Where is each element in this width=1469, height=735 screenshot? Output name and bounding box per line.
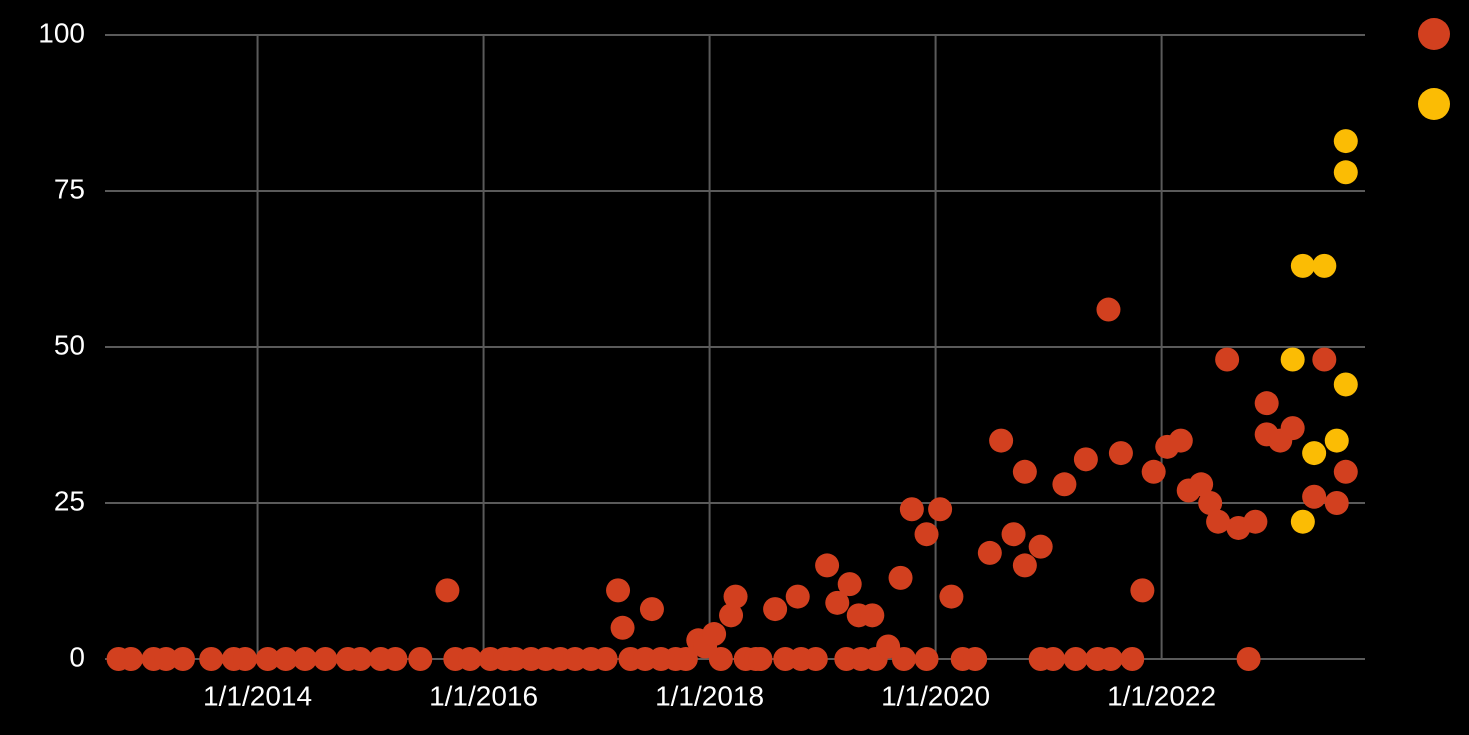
point [1280, 416, 1305, 441]
point [1096, 297, 1121, 322]
point [1206, 509, 1231, 534]
point [673, 647, 698, 671]
point [1001, 522, 1026, 547]
point [1243, 509, 1268, 534]
y-tick-label: 0 [69, 641, 85, 672]
point [1063, 647, 1088, 671]
point [914, 522, 939, 547]
point [1333, 372, 1358, 397]
point [1108, 441, 1133, 466]
x-tick-label: 1/1/2020 [881, 680, 990, 711]
point [963, 647, 988, 671]
point [348, 647, 373, 671]
point [1141, 459, 1166, 484]
legend-marker [1418, 18, 1450, 50]
point [914, 647, 939, 671]
point [803, 647, 828, 671]
point [891, 647, 916, 671]
point [639, 597, 664, 622]
y-tick-label: 75 [54, 173, 85, 204]
point [719, 603, 744, 628]
point [708, 647, 733, 671]
point [928, 497, 953, 522]
point [408, 647, 433, 671]
point [748, 647, 773, 671]
x-tick-label: 1/1/2022 [1107, 680, 1216, 711]
point [1215, 347, 1240, 372]
point [860, 603, 885, 628]
point [1280, 347, 1305, 372]
point [383, 647, 408, 671]
y-tick-label: 100 [38, 17, 85, 48]
point [1052, 472, 1077, 497]
point [606, 578, 631, 603]
point [1333, 160, 1358, 185]
point [1236, 647, 1261, 671]
point [313, 647, 338, 671]
point [977, 540, 1002, 565]
point [989, 428, 1014, 453]
point [118, 647, 143, 671]
y-tick-label: 25 [54, 485, 85, 516]
point [1012, 553, 1037, 578]
point [170, 647, 195, 671]
point [1324, 428, 1349, 453]
point [723, 584, 748, 609]
point [1312, 253, 1337, 278]
point [1324, 491, 1349, 515]
point [785, 584, 810, 609]
point [293, 647, 318, 671]
point [273, 647, 298, 671]
point [825, 590, 850, 615]
point [702, 622, 727, 647]
point [593, 647, 618, 671]
point [458, 647, 483, 671]
point [1333, 129, 1358, 154]
point [1120, 647, 1145, 671]
point [1302, 441, 1327, 466]
point [1168, 428, 1193, 453]
legend-marker [1418, 88, 1450, 120]
point [763, 597, 788, 622]
point [1333, 459, 1358, 484]
point [1098, 647, 1123, 671]
point [888, 565, 913, 590]
point [1012, 459, 1037, 484]
point [255, 647, 280, 671]
point [1312, 347, 1337, 372]
point [1073, 447, 1098, 472]
x-tick-label: 1/1/2018 [655, 680, 764, 711]
point [899, 497, 924, 522]
point [1130, 578, 1155, 603]
point [1041, 647, 1066, 671]
y-tick-label: 50 [54, 329, 85, 360]
point [1254, 391, 1279, 416]
point [154, 647, 179, 671]
point [233, 647, 258, 671]
x-tick-label: 1/1/2016 [429, 680, 538, 711]
point [939, 584, 964, 609]
point [1189, 472, 1214, 497]
point [435, 578, 460, 603]
point [1028, 534, 1053, 559]
point [815, 553, 840, 578]
point [610, 615, 635, 640]
point [1302, 484, 1327, 509]
point [1290, 509, 1315, 534]
point [1198, 491, 1223, 515]
point [1290, 253, 1315, 278]
x-tick-label: 1/1/2014 [203, 680, 312, 711]
point [837, 572, 862, 597]
point [199, 647, 224, 671]
